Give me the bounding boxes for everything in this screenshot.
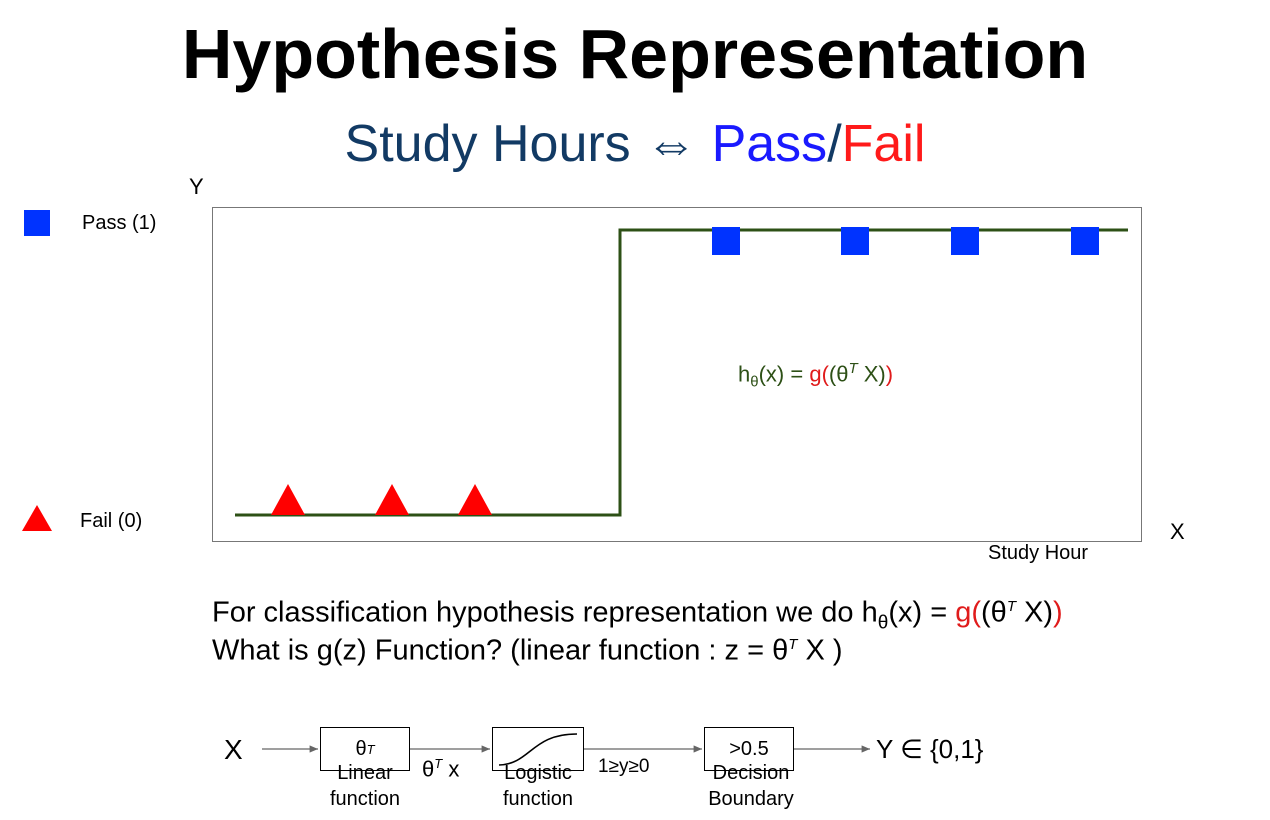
line1-g: g	[955, 596, 972, 629]
legend-fail-label: Fail (0)	[80, 510, 143, 532]
arrow1-transpose: T	[434, 756, 443, 771]
arrow1-label: θT x	[422, 756, 459, 782]
page-subtitle: Study Hours ⇔ Pass/Fail	[0, 112, 1270, 176]
line1-sub: θ	[877, 612, 889, 634]
label2-line2: function	[502, 788, 574, 810]
arrow2-label: 1≥y≥0	[598, 756, 650, 777]
page-title: Hypothesis Representation	[181, 15, 1089, 93]
line1-prefix: For classification hypothesis representa…	[212, 596, 878, 629]
line2-suffix: X )	[797, 634, 843, 667]
subtitle-fail: Fail	[841, 115, 926, 173]
explanation-line-1: For classification hypothesis representa…	[212, 588, 1063, 642]
hypothesis-formula: hθ(x) = g((θT X))	[738, 360, 893, 391]
fail-point-2	[375, 484, 409, 515]
formula-h: h	[738, 361, 751, 387]
arrow1-x: x	[442, 756, 460, 782]
formula-open-paren: (	[821, 361, 829, 387]
formula-theta-sub: θ	[750, 373, 759, 391]
legend-pass-marker	[24, 210, 50, 236]
subtitle-pass: Pass	[711, 115, 828, 173]
fail-point-3	[458, 484, 492, 515]
label1-line2: function	[329, 788, 401, 810]
line1-close: )	[1053, 596, 1063, 629]
label3-line1: Decision	[712, 762, 790, 784]
pass-point-4	[1071, 227, 1099, 255]
plot-frame	[212, 207, 1142, 542]
pass-point-2	[841, 227, 869, 255]
line1-paren: (	[971, 596, 982, 629]
formula-x-close: X)	[857, 361, 886, 387]
legend-pass-label: Pass (1)	[82, 212, 157, 234]
formula-g: g	[809, 361, 822, 387]
pass-point-1	[712, 227, 740, 255]
pipeline-output: Y ∈ {0,1}	[876, 734, 984, 764]
pipeline-input: X	[224, 734, 243, 765]
line1-transpose: T	[1006, 598, 1016, 615]
subtitle-left: Study Hours ⇔	[344, 115, 712, 173]
formula-x-part: (x) =	[758, 361, 810, 387]
fail-point-1	[271, 484, 305, 515]
x-axis-label: X	[1170, 519, 1185, 544]
y-axis-label: Y	[189, 174, 204, 199]
line1-theta: (θ	[981, 596, 1007, 629]
subtitle-slash: /	[827, 115, 842, 173]
formula-inner: (θ	[828, 361, 849, 387]
explanation-line-2: What is g(z) Function? (linear function …	[212, 626, 843, 670]
logistic-function-label: Logistic function	[478, 760, 598, 812]
box1-theta: θ	[355, 737, 367, 760]
decision-boundary-label: Decision Boundary	[686, 760, 816, 812]
sigmoid-curve-icon	[498, 733, 578, 766]
logistic-function-box	[492, 727, 584, 771]
decision-boundary-box: >0.5	[704, 727, 794, 771]
formula-transpose: T	[848, 360, 858, 377]
pass-point-3	[951, 227, 979, 255]
line2-transpose: T	[788, 636, 798, 653]
formula-close-paren: )	[885, 361, 894, 387]
box1-transpose: T	[366, 741, 375, 757]
linear-function-label: Linear function	[305, 760, 425, 812]
legend-fail-marker	[22, 505, 52, 531]
label3-line2: Boundary	[708, 788, 794, 810]
x-axis-caption: Study Hour	[988, 542, 1089, 564]
line1-mid: (x) =	[888, 596, 956, 629]
step-function-line	[235, 228, 1128, 517]
label1-line1: Linear	[337, 762, 393, 784]
line2-prefix: What is g(z) Function? (linear function …	[212, 634, 789, 667]
line1-x: X)	[1015, 596, 1054, 629]
label2-line1: Logistic	[504, 762, 572, 784]
arrow1-theta: θ	[422, 756, 435, 782]
